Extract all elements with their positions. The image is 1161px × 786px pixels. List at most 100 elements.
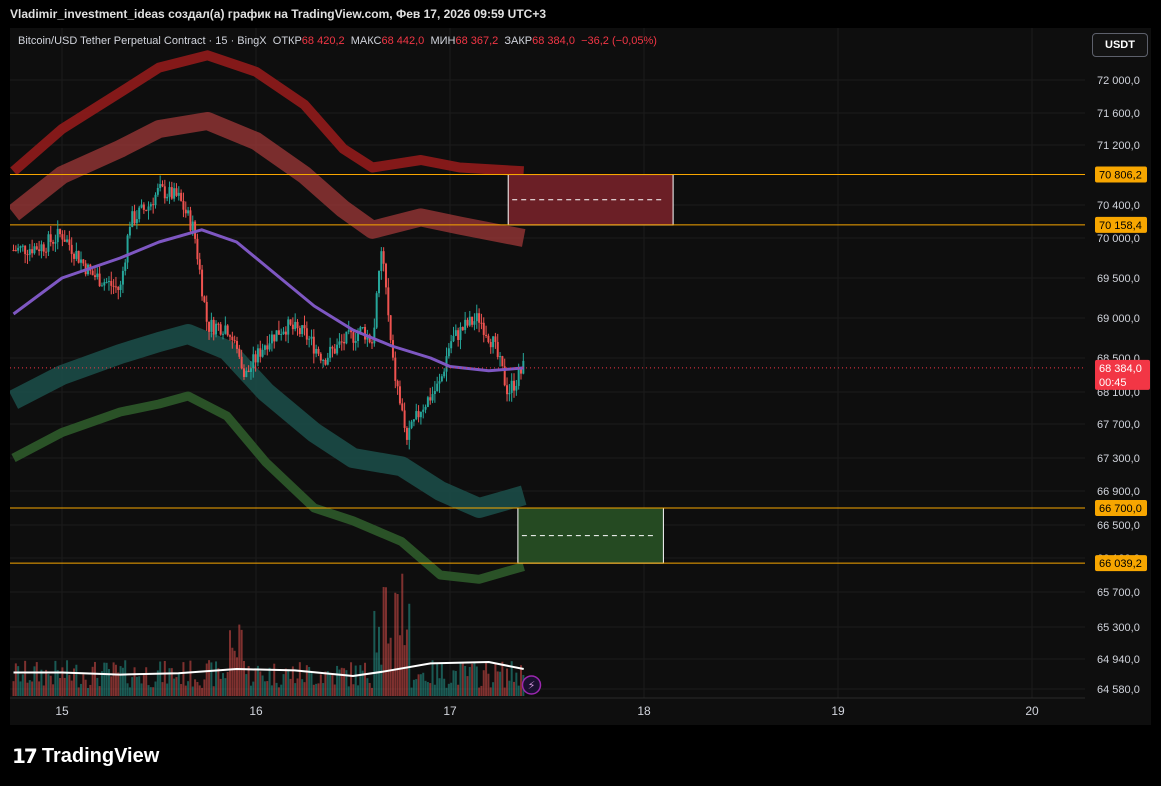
volume-bar bbox=[242, 660, 245, 696]
candle-body bbox=[424, 406, 427, 410]
candle-body bbox=[324, 359, 327, 365]
candle-body bbox=[447, 348, 450, 357]
lower-band-outer bbox=[11, 391, 525, 584]
candle-body bbox=[145, 209, 148, 211]
candle-body bbox=[156, 187, 159, 195]
volume-bar bbox=[371, 687, 374, 696]
volume-bar bbox=[489, 687, 492, 696]
candle-body bbox=[284, 331, 287, 335]
volume-bar bbox=[126, 683, 129, 696]
candle-body bbox=[394, 357, 397, 381]
volume-bar bbox=[182, 662, 185, 696]
candle-body bbox=[75, 250, 78, 259]
volume-bar bbox=[389, 637, 392, 696]
volume-bar bbox=[364, 662, 367, 696]
candle-body bbox=[161, 184, 164, 187]
price-tick-label: 67 300,0 bbox=[1097, 453, 1140, 465]
candle-body bbox=[436, 383, 439, 392]
volume-bar bbox=[33, 666, 36, 696]
volume-bar bbox=[506, 668, 509, 696]
volume-bar bbox=[131, 677, 134, 696]
candle-body bbox=[391, 340, 394, 358]
volume-bar bbox=[284, 668, 287, 696]
time-tick-label: 20 bbox=[1025, 704, 1039, 718]
candle-body bbox=[180, 192, 183, 201]
candle-body bbox=[73, 253, 76, 259]
volume-bar bbox=[308, 666, 311, 696]
currency-button[interactable]: USDT bbox=[1092, 33, 1148, 57]
volume-bar bbox=[482, 670, 485, 696]
volume-bar bbox=[422, 672, 425, 696]
candle-body bbox=[270, 334, 273, 344]
volume-bar bbox=[187, 681, 190, 696]
candle-body bbox=[417, 411, 420, 418]
volume-bar bbox=[156, 670, 159, 696]
price-chart[interactable]: ⚡ 72 000,0 71 600,0 71 200,0 70 400,0 70 000,… bbox=[10, 28, 1151, 725]
close-label: ЗАКР bbox=[504, 35, 533, 47]
volume-bar bbox=[110, 676, 113, 696]
volume-bar bbox=[398, 635, 401, 696]
candle-body bbox=[229, 335, 232, 337]
candle-body bbox=[215, 323, 218, 335]
candle-body bbox=[331, 346, 334, 349]
volume-bar bbox=[282, 674, 285, 696]
candle-body bbox=[513, 380, 516, 391]
volume-bar bbox=[210, 662, 213, 696]
candle-body bbox=[343, 341, 346, 344]
candle-body bbox=[496, 341, 499, 357]
candle-body bbox=[66, 239, 69, 242]
volume-bar bbox=[357, 685, 360, 696]
candle-body bbox=[480, 322, 483, 324]
volume-bar bbox=[35, 662, 38, 696]
candle-body bbox=[296, 321, 299, 329]
candle-body bbox=[110, 280, 113, 286]
time-tick-label: 17 bbox=[443, 704, 457, 718]
candle-body bbox=[14, 250, 17, 252]
candle-body bbox=[368, 334, 371, 343]
volume-bar bbox=[66, 660, 69, 696]
volume-bar bbox=[373, 610, 376, 696]
candle-body bbox=[359, 327, 362, 334]
candle-body bbox=[398, 386, 401, 404]
volume-bar bbox=[163, 660, 166, 696]
candle-body bbox=[142, 204, 145, 210]
candle-body bbox=[508, 392, 511, 395]
volume-bar bbox=[107, 669, 110, 696]
volume-bar bbox=[485, 662, 488, 696]
candle-body bbox=[124, 262, 127, 271]
candle-body bbox=[240, 356, 243, 369]
volume-bar bbox=[405, 629, 408, 696]
volume-bar bbox=[338, 669, 341, 696]
volume-bar bbox=[273, 663, 276, 696]
attribution-bar: Vladimir_investment_ideas создал(а) граф… bbox=[0, 0, 1161, 28]
volume-bar bbox=[177, 673, 180, 696]
candle-body bbox=[303, 325, 306, 329]
candle-body bbox=[429, 397, 432, 401]
price-tick-label: 66 900,0 bbox=[1097, 486, 1140, 498]
price-tick-label: 69 000,0 bbox=[1097, 313, 1140, 325]
candle-body bbox=[384, 263, 387, 288]
volume-bar bbox=[31, 681, 34, 696]
volume-bar bbox=[424, 680, 427, 696]
current-price-label: 68 384,0 bbox=[1099, 363, 1142, 375]
candle-body bbox=[380, 251, 383, 271]
volume-bar bbox=[440, 663, 443, 696]
volume-bar bbox=[359, 665, 362, 696]
volume-bar bbox=[468, 666, 471, 696]
price-tick-label: 66 500,0 bbox=[1097, 520, 1140, 532]
volume-bar bbox=[443, 678, 446, 696]
candle-body bbox=[208, 321, 211, 332]
open-label: ОТКР bbox=[272, 35, 302, 47]
chart-background bbox=[10, 28, 1151, 725]
tradingview-logo-icon: 𝟭𝟳 bbox=[12, 745, 38, 768]
volume-bar bbox=[128, 687, 131, 696]
candle-body bbox=[256, 348, 259, 363]
price-tick-label: 64 940,0 bbox=[1097, 654, 1140, 666]
volume-bar bbox=[233, 650, 236, 696]
candle-body bbox=[210, 319, 213, 332]
candle-body bbox=[133, 211, 136, 224]
candle-body bbox=[338, 341, 341, 345]
candle-body bbox=[422, 409, 425, 412]
candle-body bbox=[154, 194, 157, 206]
candle-body bbox=[47, 234, 50, 252]
